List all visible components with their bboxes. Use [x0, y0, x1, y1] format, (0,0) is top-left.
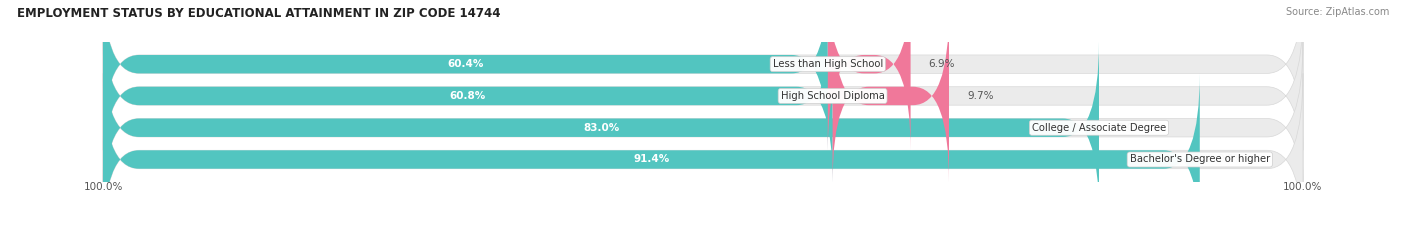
- FancyBboxPatch shape: [103, 10, 1303, 182]
- Text: Source: ZipAtlas.com: Source: ZipAtlas.com: [1285, 7, 1389, 17]
- Text: 83.0%: 83.0%: [583, 123, 619, 133]
- FancyBboxPatch shape: [103, 42, 1099, 214]
- FancyBboxPatch shape: [828, 0, 911, 150]
- FancyBboxPatch shape: [103, 0, 1303, 150]
- FancyBboxPatch shape: [103, 10, 832, 182]
- Text: 60.4%: 60.4%: [447, 59, 484, 69]
- Text: 100.0%: 100.0%: [83, 182, 122, 192]
- Text: 100.0%: 100.0%: [1284, 182, 1323, 192]
- Text: 0.0%: 0.0%: [1218, 154, 1244, 164]
- FancyBboxPatch shape: [103, 0, 828, 150]
- Text: EMPLOYMENT STATUS BY EDUCATIONAL ATTAINMENT IN ZIP CODE 14744: EMPLOYMENT STATUS BY EDUCATIONAL ATTAINM…: [17, 7, 501, 20]
- Text: 60.8%: 60.8%: [450, 91, 486, 101]
- Text: High School Diploma: High School Diploma: [780, 91, 884, 101]
- Text: 0.0%: 0.0%: [1116, 123, 1143, 133]
- FancyBboxPatch shape: [103, 73, 1199, 233]
- FancyBboxPatch shape: [103, 73, 1303, 233]
- Text: 6.9%: 6.9%: [928, 59, 955, 69]
- Text: Bachelor's Degree or higher: Bachelor's Degree or higher: [1129, 154, 1270, 164]
- FancyBboxPatch shape: [103, 42, 1303, 214]
- Text: Less than High School: Less than High School: [773, 59, 883, 69]
- Text: 9.7%: 9.7%: [967, 91, 994, 101]
- FancyBboxPatch shape: [832, 10, 949, 182]
- Text: College / Associate Degree: College / Associate Degree: [1032, 123, 1166, 133]
- Text: 91.4%: 91.4%: [633, 154, 669, 164]
